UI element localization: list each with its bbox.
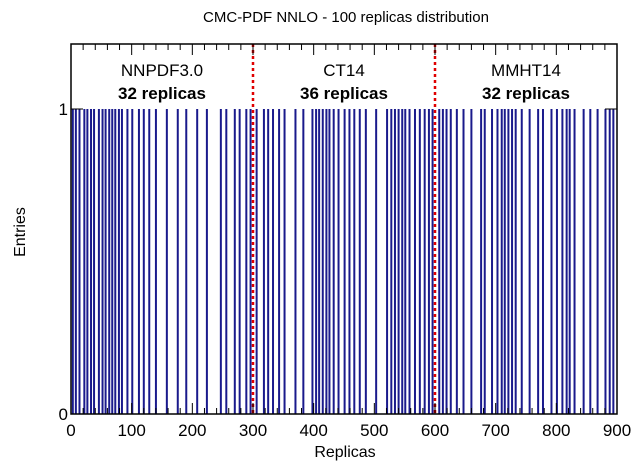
group-labels-box [71, 44, 617, 104]
group-name: MMHT14 [491, 61, 561, 80]
plot-frame [70, 43, 618, 415]
x-tick-label: 500 [360, 421, 388, 440]
group-name: CT14 [323, 61, 365, 80]
group-count: 36 replicas [300, 84, 388, 103]
y-axis-label: Entries [12, 207, 29, 257]
group-name: NNPDF3.0 [121, 61, 203, 80]
chart-title: CMC-PDF NNLO - 100 replicas distribution [203, 9, 489, 26]
x-tick-label: 800 [542, 421, 570, 440]
x-tick-label: 400 [299, 421, 327, 440]
x-tick-label: 900 [603, 421, 631, 440]
y-tick-label: 0 [59, 405, 68, 424]
group-count: 32 replicas [118, 84, 206, 103]
bars-layer [71, 109, 615, 414]
y-tick-label: 1 [59, 100, 68, 119]
x-tick-label: 100 [117, 421, 145, 440]
dividers-layer [251, 44, 437, 414]
x-tick-label: 0 [66, 421, 75, 440]
group-count: 32 replicas [482, 84, 570, 103]
tick-labels-layer: 0 100 200 300 400 500 600 700 800 900 0 1 [59, 100, 632, 440]
x-tick-label: 600 [421, 421, 449, 440]
x-tick-label: 200 [178, 421, 206, 440]
ticks-layer [70, 44, 618, 415]
x-tick-label: 700 [481, 421, 509, 440]
x-axis-label: Replicas [314, 444, 375, 461]
x-tick-label: 300 [239, 421, 267, 440]
group-labels-layer: NNPDF3.0 32 replicas CT14 36 replicas MMHT14… [118, 44, 570, 104]
